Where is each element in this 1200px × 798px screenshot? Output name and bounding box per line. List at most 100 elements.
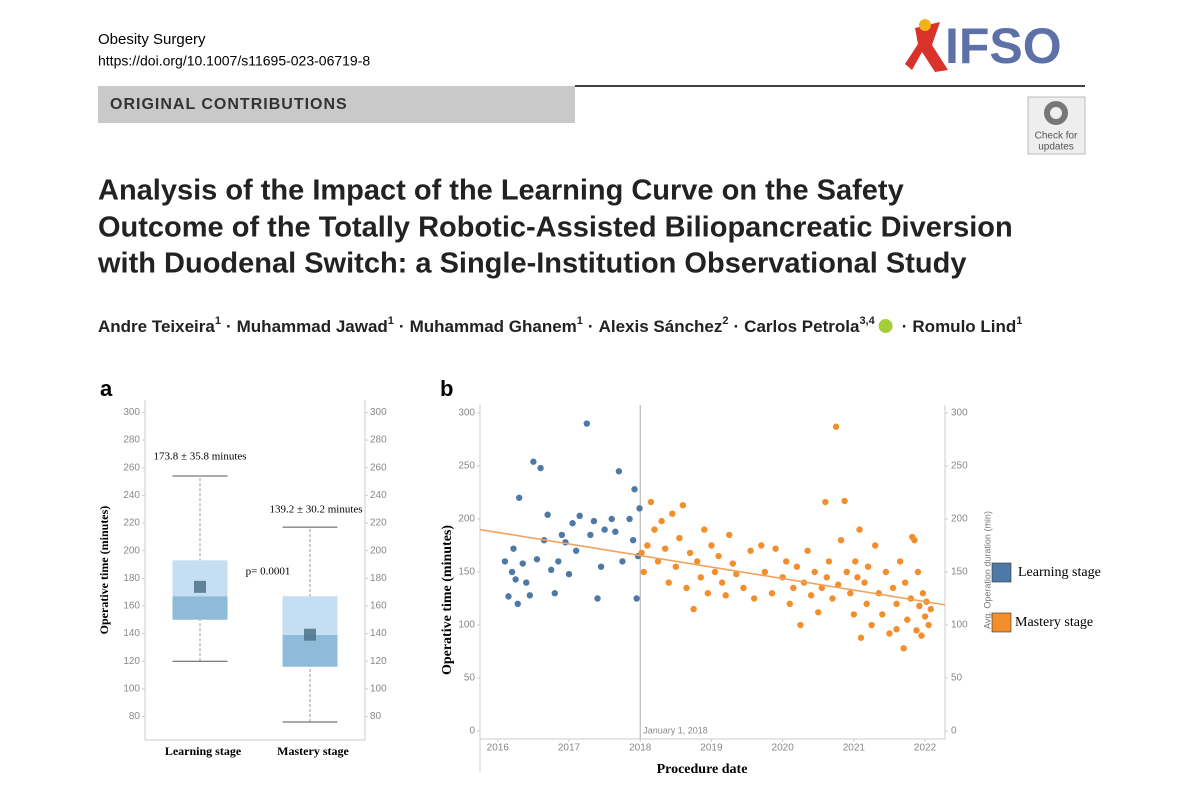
point bbox=[647, 498, 655, 506]
point bbox=[841, 497, 848, 505]
point bbox=[857, 634, 865, 641]
author-affiliation: 3,4 bbox=[859, 315, 875, 327]
point bbox=[708, 542, 715, 549]
y2-tick-label: 150 bbox=[951, 567, 968, 578]
point bbox=[868, 621, 875, 629]
point bbox=[768, 590, 776, 597]
point bbox=[631, 486, 638, 493]
x-tick-label: Learning stage bbox=[165, 744, 242, 758]
point bbox=[823, 574, 830, 581]
point bbox=[854, 574, 861, 581]
point bbox=[747, 547, 754, 554]
point bbox=[916, 602, 923, 610]
point bbox=[619, 558, 626, 565]
y-tick-label: 160 bbox=[123, 601, 140, 612]
point bbox=[872, 542, 879, 549]
point bbox=[510, 545, 517, 552]
point bbox=[594, 595, 601, 602]
badge-text[interactable]: updates bbox=[1038, 142, 1074, 153]
point bbox=[654, 558, 662, 565]
point bbox=[893, 600, 900, 608]
point bbox=[505, 593, 512, 600]
point bbox=[690, 605, 697, 613]
author-separator: · bbox=[734, 317, 740, 336]
badge-icon-inner[interactable] bbox=[1050, 107, 1062, 119]
author-affiliation: 1 bbox=[577, 315, 583, 327]
point bbox=[672, 563, 680, 570]
point bbox=[918, 632, 925, 639]
point bbox=[636, 505, 643, 512]
author-name: Carlos Petrola bbox=[744, 317, 860, 336]
y2-tick-label: 250 bbox=[951, 461, 968, 472]
point bbox=[818, 584, 826, 592]
point bbox=[729, 560, 736, 567]
point bbox=[726, 531, 733, 539]
author-affiliation: 1 bbox=[1016, 315, 1022, 327]
point bbox=[822, 498, 829, 506]
point bbox=[921, 613, 929, 620]
point bbox=[863, 600, 870, 608]
point bbox=[807, 592, 815, 599]
y-tick-label: 100 bbox=[123, 684, 140, 695]
point bbox=[615, 468, 623, 475]
y2-tick-label: 300 bbox=[951, 408, 968, 419]
point bbox=[519, 560, 526, 567]
mean-marker bbox=[304, 628, 316, 641]
point bbox=[658, 517, 665, 525]
point bbox=[669, 510, 676, 517]
point bbox=[896, 558, 904, 565]
badge-text[interactable]: Check for bbox=[1035, 131, 1078, 142]
check-updates[interactable]: Check for updates bbox=[1027, 96, 1086, 155]
point bbox=[761, 568, 769, 576]
y2-tick-label: 50 bbox=[951, 673, 963, 684]
y2-tick-label: 260 bbox=[370, 462, 387, 473]
point bbox=[530, 458, 537, 465]
point bbox=[797, 621, 804, 629]
author-separator: · bbox=[902, 317, 908, 336]
x-tick-label: 2019 bbox=[700, 743, 723, 754]
y-tick-label: 50 bbox=[464, 673, 476, 684]
section: ORIGINAL CONTRIBUTIONS bbox=[110, 96, 348, 113]
point bbox=[927, 605, 934, 613]
y2-tick-label: 220 bbox=[370, 518, 387, 529]
author-name: Muhammad Ghanem bbox=[410, 317, 577, 336]
point bbox=[901, 579, 909, 586]
section-bar bbox=[98, 86, 575, 123]
y-tick-label: 300 bbox=[458, 408, 475, 419]
x-tick-label: 2016 bbox=[487, 743, 510, 754]
point bbox=[697, 574, 704, 581]
point bbox=[850, 611, 858, 618]
y2-tick-label: 140 bbox=[370, 628, 387, 639]
point bbox=[832, 423, 840, 430]
author-affiliation: 1 bbox=[388, 315, 394, 327]
point bbox=[608, 515, 615, 523]
point bbox=[676, 534, 683, 542]
y-tick-label: 100 bbox=[458, 620, 475, 631]
point bbox=[829, 595, 836, 602]
point bbox=[683, 584, 690, 592]
point bbox=[523, 579, 530, 586]
legend-label: Mastery stage bbox=[1015, 615, 1093, 630]
point bbox=[889, 584, 897, 592]
point bbox=[533, 556, 541, 563]
point bbox=[825, 558, 833, 565]
logo: IFSO bbox=[905, 18, 1062, 74]
point bbox=[537, 464, 544, 472]
author-name: Romulo Lind bbox=[912, 317, 1016, 336]
point bbox=[909, 533, 916, 541]
title-line: Analysis of the Impact of the Learning C… bbox=[98, 175, 904, 207]
point bbox=[508, 568, 516, 576]
point bbox=[601, 526, 608, 533]
y2-tick-label: 100 bbox=[951, 620, 968, 631]
point bbox=[544, 511, 551, 518]
y-tick-label: 260 bbox=[123, 462, 140, 473]
point bbox=[514, 600, 521, 608]
mean-marker bbox=[194, 580, 206, 593]
logo-text: IFSO bbox=[945, 18, 1062, 74]
box-lower bbox=[172, 596, 228, 620]
author-affiliation: 1 bbox=[215, 315, 221, 327]
legend-label: Learning stage bbox=[1018, 565, 1101, 580]
point bbox=[722, 592, 729, 599]
point bbox=[555, 558, 562, 565]
